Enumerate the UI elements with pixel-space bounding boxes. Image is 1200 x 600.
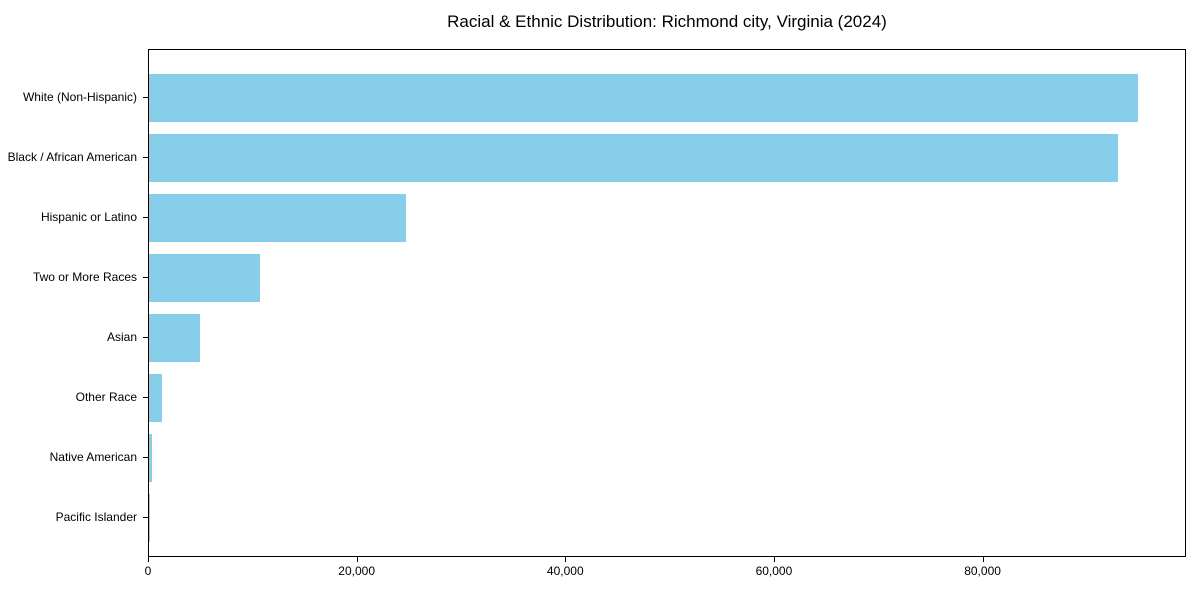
- bar-pacific-islander: [149, 494, 150, 542]
- x-tick-label: 60,000: [755, 564, 793, 578]
- y-tick-mark: [143, 157, 148, 158]
- x-tick-mark: [356, 557, 358, 562]
- x-tick-mark: [773, 557, 775, 562]
- x-tick-mark: [148, 557, 149, 562]
- plot-area: [148, 49, 1186, 557]
- y-tick-label: Native American: [49, 450, 137, 464]
- y-tick-label: Asian: [106, 330, 137, 344]
- bar-black-african-american: [149, 134, 1119, 182]
- bar-native-american: [149, 434, 153, 482]
- y-tick-mark: [143, 97, 148, 98]
- y-tick-mark: [143, 517, 148, 518]
- bar-hispanic-or-latino: [149, 194, 407, 242]
- y-tick-mark: [143, 217, 148, 218]
- y-tick-label: White (Non-Hispanic): [22, 90, 137, 104]
- bar-asian: [149, 314, 201, 362]
- y-tick-label: Pacific Islander: [55, 510, 137, 524]
- y-tick-mark: [143, 337, 148, 338]
- y-tick-mark: [143, 397, 148, 398]
- x-tick-label: 20,000: [338, 564, 375, 578]
- x-tick-label: 0: [144, 564, 152, 578]
- y-tick-label: Hispanic or Latino: [40, 210, 137, 224]
- y-tick-mark: [143, 277, 148, 278]
- bar-white-non-hispanic: [149, 74, 1138, 122]
- chart-title: Racial & Ethnic Distribution: Richmond c…: [447, 12, 887, 31]
- y-tick-label: Two or More Races: [32, 270, 137, 284]
- x-tick-label: 80,000: [964, 564, 1001, 578]
- x-tick-label: 40,000: [546, 564, 584, 578]
- x-tick-mark: [982, 557, 984, 562]
- y-tick-mark: [143, 457, 148, 458]
- y-tick-label: Black / African American: [7, 150, 137, 164]
- bar-two-or-more-races: [149, 254, 261, 302]
- x-tick-mark: [565, 557, 567, 562]
- bar-other-race: [149, 374, 163, 422]
- y-tick-label: Other Race: [75, 390, 137, 404]
